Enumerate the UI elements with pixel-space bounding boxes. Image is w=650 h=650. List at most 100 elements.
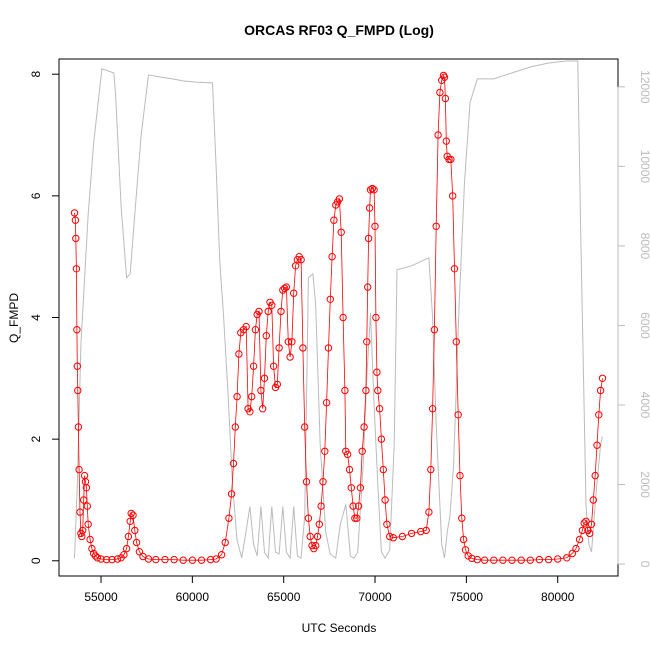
data-point bbox=[73, 362, 82, 370]
data-point bbox=[351, 514, 359, 522]
data-point bbox=[275, 344, 283, 352]
data-point bbox=[306, 532, 314, 541]
data-point bbox=[572, 544, 580, 553]
data-point bbox=[364, 283, 372, 291]
data-point bbox=[377, 435, 386, 443]
data-point bbox=[82, 484, 91, 492]
data-point bbox=[358, 447, 366, 455]
data-point bbox=[131, 526, 139, 535]
data-point bbox=[93, 554, 102, 562]
data-point bbox=[233, 392, 241, 401]
data-point bbox=[321, 447, 329, 455]
data-point bbox=[360, 423, 368, 431]
data-point bbox=[459, 535, 468, 544]
data-point bbox=[127, 509, 135, 518]
data-point bbox=[71, 216, 80, 224]
data-point bbox=[72, 265, 81, 273]
data-point bbox=[339, 313, 347, 322]
secondary-y-axis: 0 2000 4000 6000 8000 10000 12000 bbox=[617, 70, 650, 568]
data-point bbox=[428, 405, 437, 413]
data-point bbox=[375, 405, 384, 413]
data-point bbox=[248, 392, 256, 401]
data-point bbox=[273, 380, 281, 389]
data-point bbox=[284, 338, 292, 346]
data-point bbox=[563, 554, 571, 562]
data-point bbox=[188, 556, 197, 564]
data-point bbox=[246, 408, 254, 416]
data-point bbox=[217, 551, 226, 559]
data-point bbox=[231, 423, 240, 431]
data-point bbox=[347, 484, 355, 492]
data-point bbox=[427, 465, 435, 474]
data-point bbox=[440, 73, 449, 81]
data-point bbox=[297, 256, 305, 264]
data-point bbox=[242, 322, 250, 331]
data-point bbox=[371, 222, 379, 231]
data-point bbox=[312, 541, 320, 550]
data-point bbox=[499, 556, 507, 564]
secondary-y-tick-label: 0 bbox=[638, 561, 650, 568]
x-axis-label: UTC Seconds bbox=[302, 621, 377, 635]
data-point bbox=[235, 350, 243, 358]
data-point bbox=[108, 555, 116, 564]
data-point bbox=[315, 520, 323, 528]
data-point bbox=[257, 386, 265, 395]
x-tick-label: 65000 bbox=[267, 590, 301, 604]
data-point bbox=[129, 511, 137, 519]
data-point bbox=[544, 555, 553, 564]
x-tick-label: 60000 bbox=[176, 590, 210, 604]
data-point bbox=[161, 555, 169, 564]
data-point bbox=[407, 529, 416, 538]
data-point bbox=[450, 265, 459, 273]
data-point bbox=[341, 386, 349, 395]
y-tick-label: 8 bbox=[29, 71, 43, 78]
data-point bbox=[449, 192, 457, 200]
data-point bbox=[598, 374, 607, 382]
data-point bbox=[353, 514, 361, 522]
data-point bbox=[389, 534, 397, 542]
data-point bbox=[372, 313, 380, 322]
data-point bbox=[456, 471, 464, 480]
data-point bbox=[79, 526, 87, 535]
x-axis: 55000 60000 65000 70000 75000 80000 bbox=[84, 575, 575, 604]
data-point bbox=[301, 423, 309, 431]
data-point bbox=[337, 228, 345, 237]
secondary-y-tick-label: 8000 bbox=[638, 233, 650, 260]
data-point bbox=[364, 234, 373, 243]
data-point bbox=[526, 556, 534, 564]
data-point bbox=[74, 423, 83, 431]
data-point bbox=[255, 307, 263, 316]
plot-frame bbox=[58, 58, 619, 577]
data-point bbox=[88, 544, 96, 553]
data-point bbox=[441, 94, 450, 103]
y-axis: 0 2 4 6 8 bbox=[29, 71, 60, 564]
data-point bbox=[343, 450, 352, 459]
data-point bbox=[434, 131, 442, 139]
data-point bbox=[363, 338, 371, 346]
data-point bbox=[113, 555, 122, 563]
data-point bbox=[251, 326, 260, 334]
data-point bbox=[345, 465, 354, 474]
data-point bbox=[229, 459, 238, 468]
y-tick-label: 6 bbox=[29, 192, 43, 199]
data-point bbox=[373, 368, 381, 376]
data-point bbox=[302, 478, 311, 486]
y-axis-label: Q_FMPD bbox=[7, 293, 21, 343]
data-point bbox=[264, 307, 272, 316]
data-point bbox=[90, 549, 98, 558]
data-point bbox=[591, 471, 599, 480]
data-point bbox=[120, 551, 128, 559]
data-point bbox=[212, 555, 220, 563]
data-point bbox=[379, 465, 387, 474]
data-point bbox=[595, 411, 603, 419]
q-fmpd-line bbox=[74, 74, 603, 561]
data-point bbox=[132, 538, 141, 547]
data-point bbox=[366, 186, 375, 194]
chart-title: ORCAS RF03 Q_FMPD (Log) bbox=[244, 22, 434, 38]
data-point bbox=[322, 399, 331, 407]
x-tick-label: 55000 bbox=[84, 590, 118, 604]
data-point bbox=[473, 555, 481, 564]
data-point bbox=[398, 532, 407, 541]
secondary-y-tick-label: 12000 bbox=[638, 70, 650, 104]
data-point bbox=[86, 535, 94, 544]
